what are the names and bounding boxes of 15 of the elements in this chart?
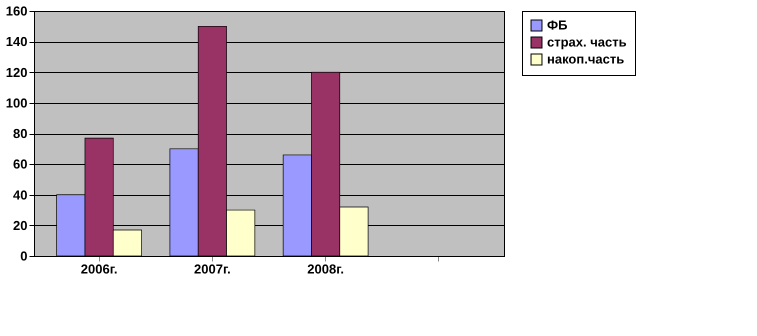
y-tick-label: 120 (6, 64, 28, 80)
x-tick-label: 2007г. (194, 262, 231, 276)
y-tick-label: 0 (20, 248, 28, 264)
legend-label: накоп.часть (547, 52, 624, 66)
legend-label: страх. часть (547, 34, 627, 50)
y-tick-label: 60 (13, 156, 28, 172)
legend-label: ФБ (547, 18, 568, 32)
y-tick-label: 100 (6, 95, 28, 110)
y-tick-label: 80 (13, 126, 28, 141)
y-tick-label: 40 (13, 187, 28, 202)
y-tick-label: 140 (6, 34, 28, 50)
x-tick-label: 2006г. (80, 262, 118, 276)
y-tick-label: 20 (13, 218, 28, 233)
x-tick-label: 2008г. (307, 262, 344, 276)
y-tick-label: 160 (6, 4, 28, 18)
